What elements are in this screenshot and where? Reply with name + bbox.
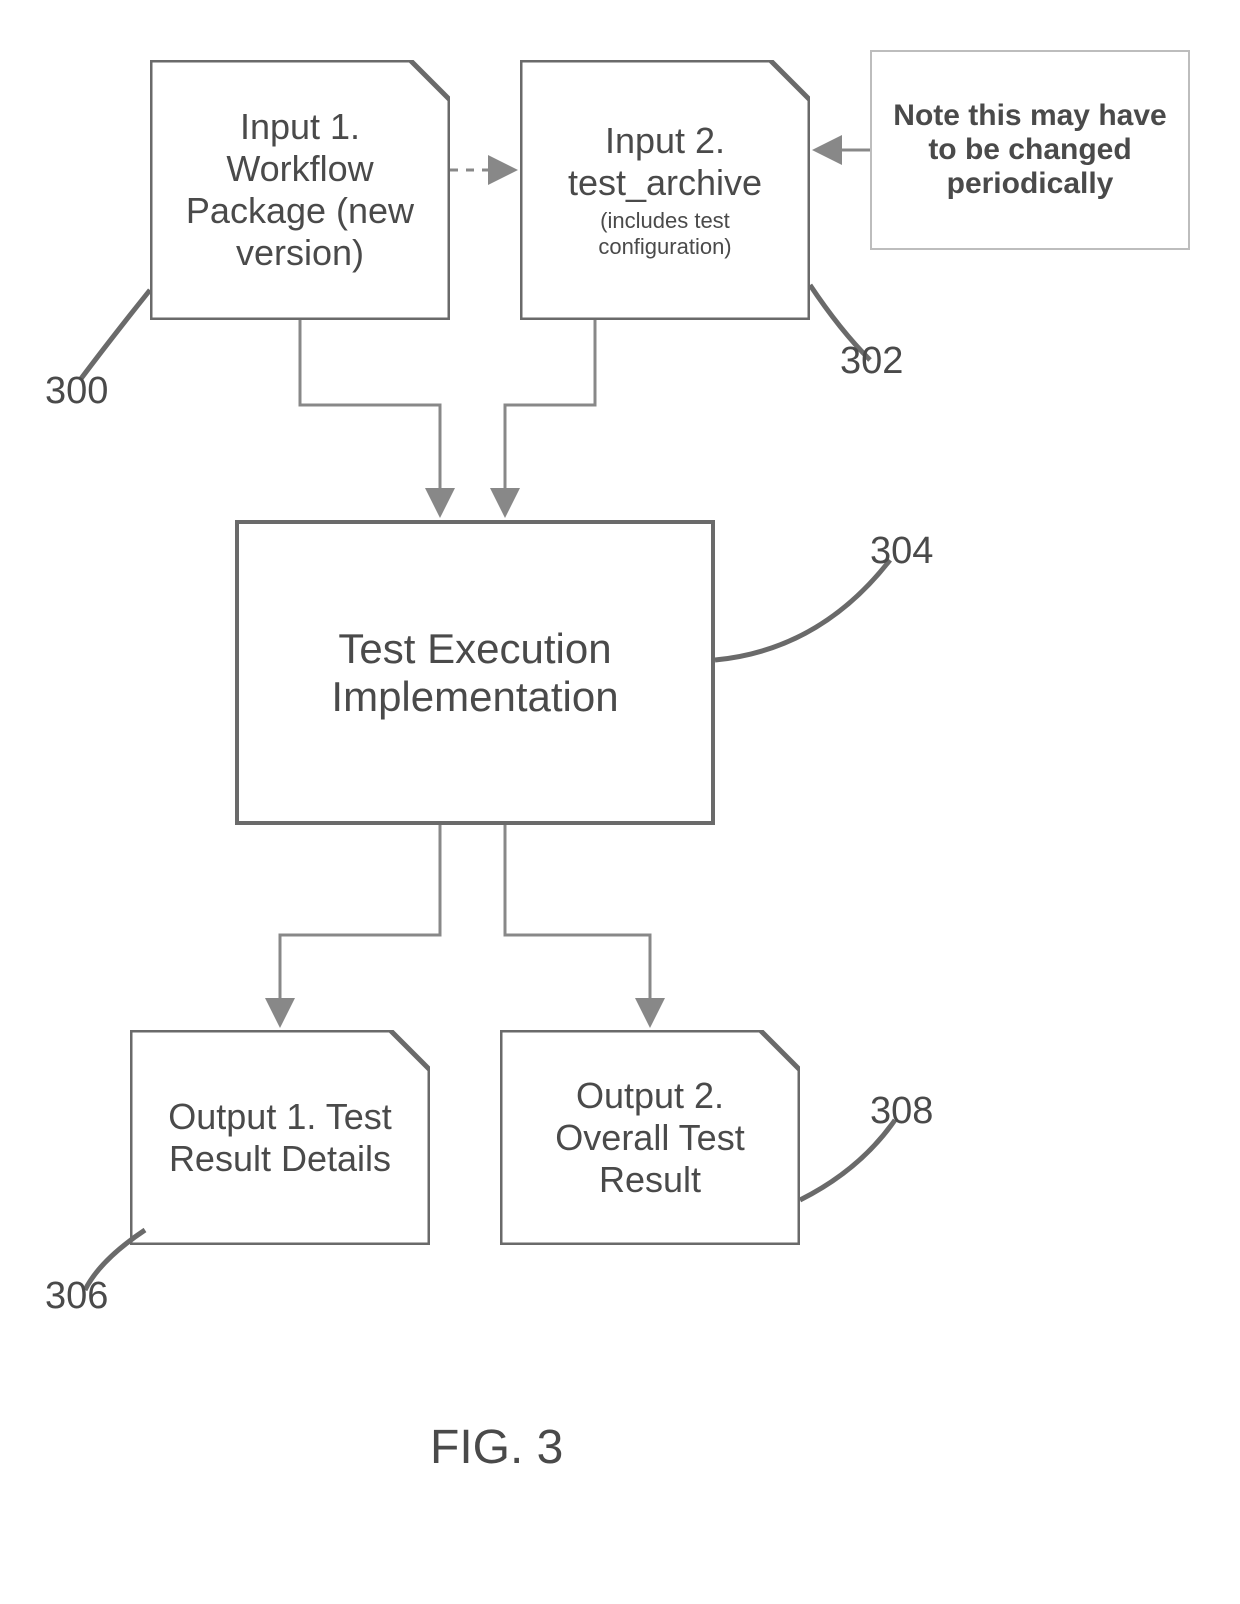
input2-label-sub: (includes test configuration) (568, 208, 762, 260)
ref-300: 300 (45, 370, 108, 413)
output2-card: Output 2. Overall Test Result (500, 1030, 800, 1245)
input1-card: Input 1. Workflow Package (new version) (150, 60, 450, 320)
note-box: Note this may have to be changed periodi… (870, 50, 1190, 250)
input1-label: Input 1. Workflow Package (new version) (186, 106, 414, 273)
note-text: Note this may have to be changed periodi… (893, 99, 1166, 201)
ref-306: 306 (45, 1275, 108, 1318)
output1-card: Output 1. Test Result Details (130, 1030, 430, 1245)
ref-302: 302 (840, 340, 903, 383)
process-label: Test Execution Implementation (331, 625, 618, 721)
ref-308: 308 (870, 1090, 933, 1133)
figure-caption: FIG. 3 (430, 1420, 563, 1475)
input2-label-main: Input 2. test_archive (568, 120, 762, 204)
ref-304: 304 (870, 530, 933, 573)
input2-card: Input 2. test_archive (includes test con… (520, 60, 810, 320)
output2-label: Output 2. Overall Test Result (555, 1075, 744, 1200)
process-box: Test Execution Implementation (235, 520, 715, 825)
output1-label: Output 1. Test Result Details (168, 1096, 391, 1179)
